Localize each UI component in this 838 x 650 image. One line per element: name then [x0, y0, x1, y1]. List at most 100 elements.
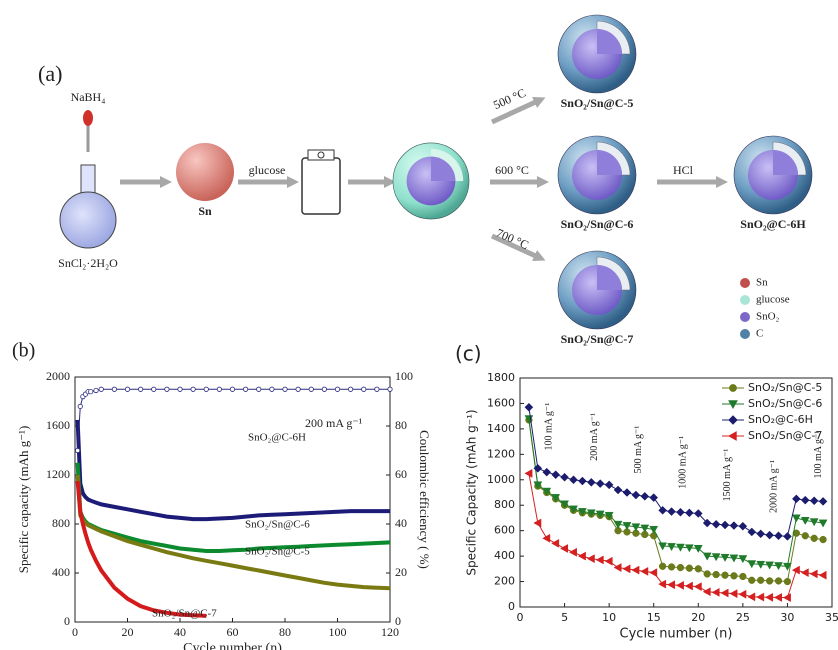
- data-point: [739, 573, 746, 580]
- coated-sphere: [393, 143, 469, 219]
- sn-sphere: [176, 143, 234, 201]
- data-point: [596, 480, 604, 488]
- data-point: [204, 387, 208, 391]
- panel-label: (b): [12, 340, 35, 362]
- legend-label: Sn: [756, 277, 768, 289]
- data-point: [703, 588, 710, 596]
- product-label: SnO₂@C-6H: [740, 217, 806, 231]
- y2-tick-label: 40: [395, 516, 407, 530]
- data-point: [650, 569, 657, 577]
- legend-swatch: [740, 295, 750, 305]
- data-point: [659, 580, 666, 588]
- legend-label: SnO₂@C-6H: [748, 413, 813, 426]
- x-tick-label: 0: [517, 611, 524, 624]
- data-point: [685, 582, 692, 590]
- product-label: SnO₂/Sn@C-5: [561, 96, 634, 110]
- data-point: [296, 387, 300, 391]
- x-tick-label: 25: [736, 611, 750, 624]
- y2-tick-label: 20: [395, 565, 407, 579]
- x-tick-label: 15: [647, 611, 661, 624]
- data-point: [820, 536, 827, 543]
- data-point: [165, 387, 169, 391]
- y-tick-label: 1600: [487, 396, 515, 409]
- data-point: [757, 530, 765, 538]
- annotation: 1000 mA g⁻¹: [677, 436, 688, 489]
- legend-swatch: [740, 278, 750, 288]
- data-point: [783, 532, 791, 540]
- legend-swatch: [740, 329, 750, 339]
- data-point: [561, 544, 568, 552]
- data-point: [811, 535, 818, 542]
- step-label: HCl: [673, 163, 694, 177]
- data-point: [766, 531, 774, 539]
- data-point: [757, 577, 764, 584]
- series-label: SnO₂@C-6H: [248, 432, 306, 444]
- data-point: [641, 567, 648, 575]
- y-tick-label: 800: [52, 516, 70, 530]
- data-point: [543, 534, 550, 542]
- y-tick-label: 0: [64, 614, 70, 628]
- dropper: [83, 110, 93, 152]
- data-point: [112, 387, 116, 391]
- sn-label: Sn: [198, 204, 212, 218]
- y-tick-label: 600: [494, 524, 515, 537]
- y2-tick-label: 100: [395, 369, 413, 383]
- data-point: [632, 491, 640, 499]
- data-point: [722, 572, 729, 579]
- data-point: [650, 526, 658, 533]
- data-point: [694, 583, 701, 591]
- product-sphere: [558, 136, 636, 214]
- autoclave: [302, 150, 340, 214]
- data-point: [748, 577, 755, 584]
- data-point: [784, 578, 791, 585]
- data-point: [243, 387, 247, 391]
- data-point: [801, 496, 809, 504]
- data-point: [766, 578, 773, 585]
- data-point: [676, 508, 684, 516]
- data-point: [525, 469, 532, 477]
- x-tick-label: 80: [279, 625, 291, 639]
- final-sphere: [734, 136, 812, 214]
- y-axis-label: Specific Capacity (mAh g⁻¹): [465, 409, 479, 575]
- x-tick-label: 20: [122, 625, 134, 639]
- y-tick-label: 1000: [487, 473, 515, 486]
- x-tick-label: 20: [691, 611, 705, 624]
- y-tick-label: 1400: [487, 422, 515, 435]
- data-point: [686, 565, 693, 572]
- data-point: [677, 564, 684, 571]
- data-point: [552, 539, 559, 547]
- data-point: [792, 566, 799, 574]
- annotation: 2000 mA g⁻¹: [768, 460, 779, 513]
- y-tick-label: 400: [494, 549, 515, 562]
- data-point: [685, 509, 693, 517]
- data-point: [775, 593, 782, 601]
- data-point: [668, 581, 675, 589]
- data-point: [676, 581, 683, 589]
- product-sphere: [558, 251, 636, 329]
- data-point: [757, 593, 764, 601]
- annotation: 100 mA g⁻¹: [544, 403, 555, 451]
- figure: (a) NaBH₄ SnCl₂·2H₂O Sn glucose 500 °C 6…: [0, 0, 838, 650]
- data-point: [322, 387, 326, 391]
- data-point: [775, 532, 783, 540]
- data-point: [792, 495, 800, 503]
- y-tick-label: 400: [52, 565, 70, 579]
- data-point: [739, 590, 746, 598]
- data-point: [388, 387, 392, 391]
- data-point: [623, 489, 631, 497]
- data-point: [721, 589, 728, 597]
- data-point: [335, 387, 339, 391]
- data-point: [819, 571, 826, 579]
- data-point: [730, 522, 738, 530]
- data-point: [739, 522, 747, 530]
- y-tick-label: 0: [508, 600, 515, 613]
- series-label: SnO₂/Sn@C-6: [245, 519, 310, 531]
- data-point: [748, 593, 755, 601]
- y-tick-label: 1200: [487, 447, 515, 460]
- data-point: [614, 486, 622, 494]
- y2-tick-label: 0: [395, 614, 401, 628]
- data-point: [578, 477, 586, 485]
- flask: [60, 165, 116, 248]
- data-point: [270, 387, 274, 391]
- temp-label: 600 °C: [495, 163, 529, 177]
